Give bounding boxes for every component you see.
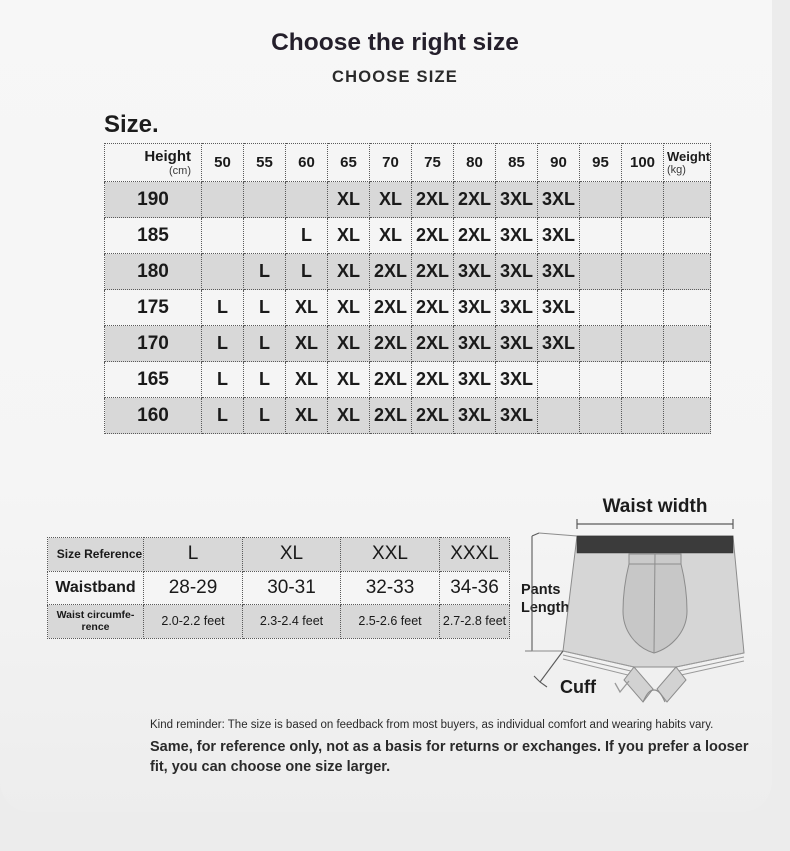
svg-text:Pants: Pants bbox=[521, 582, 561, 598]
svg-text:Waist width: Waist width bbox=[603, 496, 708, 517]
svg-text:Cuff: Cuff bbox=[560, 677, 597, 697]
svg-text:Length: Length bbox=[521, 600, 569, 616]
